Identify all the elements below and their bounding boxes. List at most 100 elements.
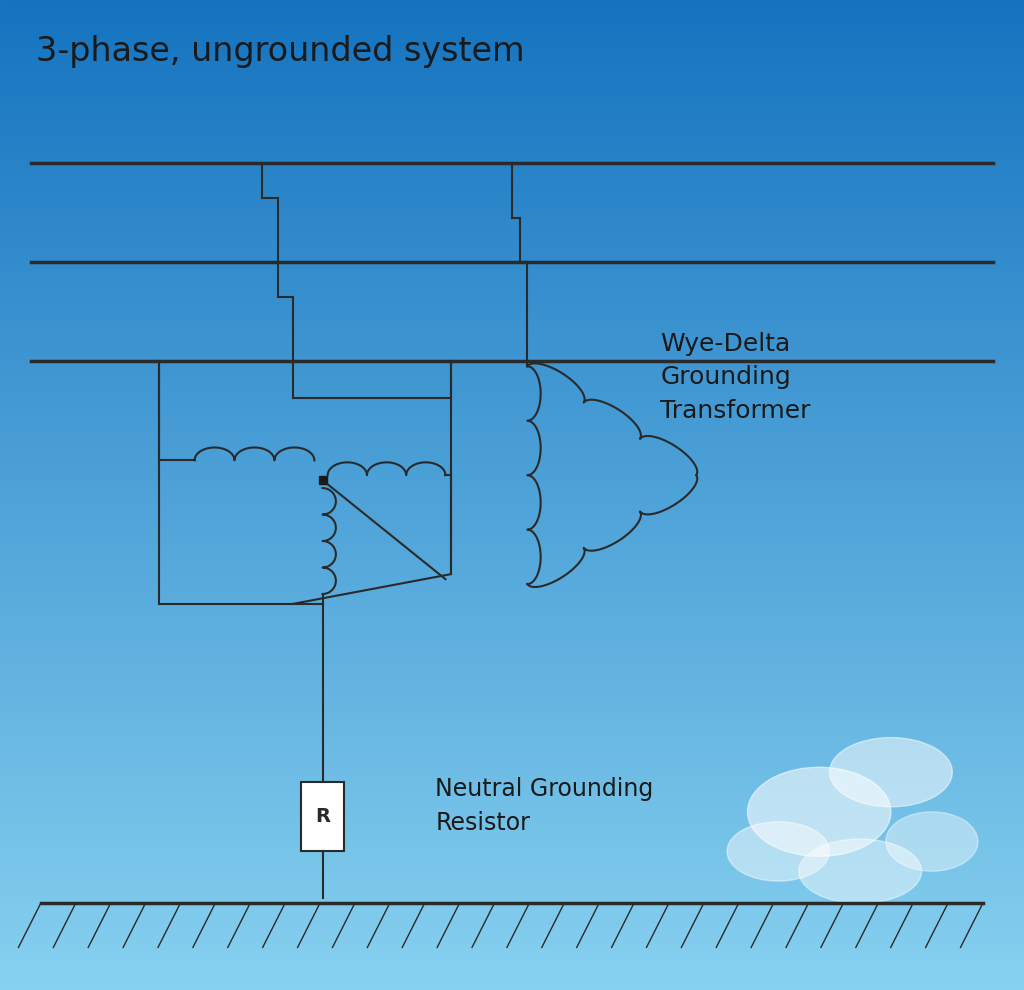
Bar xyxy=(0,171,1024,175)
Bar xyxy=(0,706,1024,710)
Bar xyxy=(0,799,1024,802)
Text: R: R xyxy=(315,807,330,827)
Bar xyxy=(0,482,1024,485)
Bar xyxy=(0,79,1024,82)
Bar xyxy=(0,439,1024,443)
Bar xyxy=(0,485,1024,488)
Bar xyxy=(0,921,1024,924)
Bar xyxy=(0,745,1024,749)
Bar xyxy=(0,822,1024,825)
Bar xyxy=(0,848,1024,851)
Bar xyxy=(0,772,1024,775)
Bar xyxy=(0,577,1024,581)
Bar xyxy=(0,940,1024,943)
Bar xyxy=(0,205,1024,208)
Bar xyxy=(0,861,1024,864)
Bar xyxy=(0,736,1024,740)
Bar xyxy=(0,228,1024,231)
Bar xyxy=(0,713,1024,716)
Bar xyxy=(0,528,1024,532)
Bar xyxy=(0,43,1024,47)
Bar xyxy=(0,522,1024,525)
Bar xyxy=(0,943,1024,947)
Bar xyxy=(0,495,1024,498)
Bar xyxy=(0,106,1024,109)
Bar xyxy=(0,535,1024,538)
Bar xyxy=(0,492,1024,495)
Bar xyxy=(0,201,1024,205)
Bar xyxy=(0,317,1024,320)
Bar xyxy=(0,366,1024,369)
Bar xyxy=(0,858,1024,861)
Bar xyxy=(0,270,1024,274)
Bar xyxy=(0,426,1024,429)
Bar xyxy=(0,928,1024,931)
Bar xyxy=(0,429,1024,433)
Bar xyxy=(0,621,1024,624)
Bar xyxy=(0,423,1024,426)
Bar xyxy=(0,832,1024,835)
Bar xyxy=(0,710,1024,713)
Bar xyxy=(0,973,1024,977)
Bar xyxy=(0,231,1024,235)
Bar xyxy=(0,551,1024,554)
Bar xyxy=(0,624,1024,627)
Bar xyxy=(0,472,1024,475)
Bar xyxy=(0,307,1024,310)
Bar xyxy=(0,27,1024,30)
Bar xyxy=(0,571,1024,574)
Bar xyxy=(0,591,1024,594)
Bar xyxy=(0,191,1024,195)
Bar xyxy=(0,264,1024,267)
Bar xyxy=(0,148,1024,151)
Bar xyxy=(0,62,1024,66)
Bar xyxy=(0,320,1024,324)
Bar xyxy=(0,7,1024,10)
Bar xyxy=(0,557,1024,561)
Bar xyxy=(0,47,1024,50)
Bar xyxy=(0,532,1024,535)
Bar xyxy=(0,934,1024,938)
Bar xyxy=(0,59,1024,62)
Bar xyxy=(0,419,1024,423)
Bar xyxy=(0,257,1024,260)
Bar xyxy=(0,894,1024,898)
Bar xyxy=(0,158,1024,161)
Bar xyxy=(0,914,1024,918)
Bar xyxy=(0,983,1024,987)
Bar xyxy=(0,769,1024,772)
Bar xyxy=(0,346,1024,349)
Bar xyxy=(0,330,1024,334)
Bar xyxy=(0,126,1024,129)
Bar xyxy=(0,448,1024,452)
Bar xyxy=(0,561,1024,564)
Bar xyxy=(0,819,1024,822)
Bar xyxy=(0,656,1024,660)
Bar xyxy=(0,854,1024,858)
Bar xyxy=(0,716,1024,720)
Bar xyxy=(0,844,1024,848)
Bar xyxy=(0,752,1024,755)
Bar xyxy=(0,957,1024,960)
Bar xyxy=(0,116,1024,119)
Bar xyxy=(0,851,1024,854)
Bar xyxy=(0,161,1024,165)
Bar xyxy=(0,502,1024,505)
Bar xyxy=(0,376,1024,379)
Bar xyxy=(0,809,1024,812)
Bar xyxy=(0,142,1024,146)
Bar xyxy=(0,462,1024,465)
Bar xyxy=(0,953,1024,957)
Bar xyxy=(0,102,1024,106)
Bar xyxy=(0,839,1024,842)
Bar xyxy=(0,369,1024,373)
Bar xyxy=(0,403,1024,406)
Bar xyxy=(0,505,1024,508)
Bar xyxy=(0,690,1024,693)
Bar xyxy=(0,69,1024,72)
Ellipse shape xyxy=(886,812,978,871)
Bar xyxy=(0,980,1024,983)
Bar xyxy=(0,518,1024,522)
Bar xyxy=(0,663,1024,666)
Bar xyxy=(0,122,1024,126)
